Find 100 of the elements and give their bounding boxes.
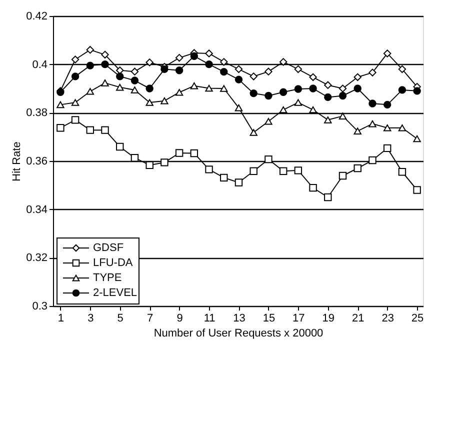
x-tick-label: 5	[117, 312, 124, 324]
point	[354, 84, 362, 92]
point	[324, 193, 332, 202]
y-tick-label: 0.38	[26, 107, 48, 120]
point	[116, 72, 124, 80]
point	[146, 161, 154, 169]
point	[250, 72, 258, 80]
point	[294, 166, 302, 174]
point	[309, 184, 317, 192]
point	[338, 84, 347, 92]
point	[101, 80, 109, 86]
point	[398, 65, 406, 74]
point	[56, 101, 64, 108]
legend-label: GDSF	[93, 242, 124, 254]
x-tick-label: 19	[322, 312, 335, 324]
point	[279, 167, 288, 176]
x-tick-label: 15	[262, 312, 276, 324]
point	[250, 129, 258, 136]
point	[383, 100, 392, 109]
x-tick-label: 25	[411, 312, 424, 324]
legend-label: TYPE	[93, 272, 122, 284]
point	[383, 144, 392, 152]
point	[279, 88, 288, 96]
x-tick-label: 21	[352, 312, 364, 324]
point	[71, 99, 80, 106]
point	[86, 88, 94, 95]
point	[294, 99, 302, 106]
point	[130, 86, 139, 94]
point	[398, 124, 406, 132]
point	[338, 172, 347, 180]
point	[146, 84, 154, 92]
y-tick-label: 0.42	[26, 10, 48, 22]
y-tick-label: 0.32	[26, 252, 48, 264]
point	[264, 118, 272, 125]
point	[86, 46, 94, 54]
point	[234, 76, 243, 84]
point	[130, 154, 139, 162]
point	[250, 89, 258, 98]
point	[398, 86, 406, 94]
y-tick-label: 0.4	[32, 58, 48, 71]
point	[398, 168, 406, 176]
point	[234, 178, 243, 186]
point	[205, 60, 213, 68]
point	[220, 68, 228, 76]
y-tick-label: 0.36	[26, 156, 48, 168]
point	[160, 97, 168, 104]
x-tick-label: 17	[292, 312, 305, 324]
x-tick-label: 3	[88, 312, 94, 324]
point	[324, 93, 332, 102]
point	[234, 104, 243, 112]
point	[175, 66, 184, 74]
x-tick-label: 9	[176, 312, 183, 324]
point	[264, 155, 272, 164]
point	[309, 84, 317, 92]
point	[71, 72, 80, 80]
y-tick-label: 0.34	[26, 204, 48, 216]
point	[264, 92, 272, 100]
x-axis-title: Number of User Requests x 20000	[154, 328, 324, 340]
point	[309, 73, 317, 81]
point	[354, 128, 362, 134]
point	[190, 149, 198, 158]
point	[294, 85, 302, 93]
point	[56, 124, 64, 132]
point	[264, 68, 272, 76]
point	[413, 135, 421, 142]
point	[130, 68, 139, 76]
point	[354, 164, 362, 172]
point	[101, 50, 109, 59]
point	[205, 84, 213, 92]
point	[338, 92, 347, 100]
point	[175, 88, 184, 96]
point	[324, 116, 332, 124]
point	[146, 99, 154, 106]
point	[413, 87, 421, 95]
point	[160, 65, 168, 74]
legend-label: 2-LEVEL	[93, 287, 138, 299]
point	[220, 85, 228, 92]
point	[368, 68, 376, 76]
point	[294, 65, 302, 74]
point	[116, 84, 124, 91]
point	[175, 54, 184, 62]
point	[160, 158, 168, 166]
point	[220, 174, 228, 182]
point	[383, 124, 392, 132]
point	[368, 120, 376, 128]
x-tick-label: 23	[382, 312, 394, 324]
x-tick-label: 7	[147, 312, 154, 324]
point	[368, 156, 376, 164]
point	[220, 58, 228, 66]
point	[205, 166, 213, 174]
point	[324, 81, 332, 89]
point	[190, 52, 198, 60]
point	[190, 82, 198, 90]
point	[234, 65, 243, 74]
point	[71, 116, 80, 124]
point	[279, 58, 288, 66]
point	[86, 126, 94, 134]
point	[205, 50, 213, 58]
point	[383, 50, 392, 58]
point	[250, 167, 258, 176]
